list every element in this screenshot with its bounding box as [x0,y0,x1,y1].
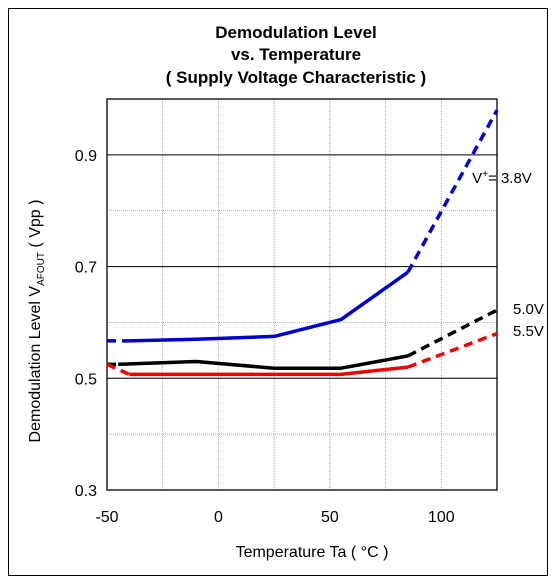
chart-title-line-1: Demodulation Level [215,23,377,42]
chart-frame [8,8,548,576]
y-tick-label: 0.7 [75,260,97,277]
plot-area [106,98,498,491]
series-0-line [129,270,409,343]
tick-labels: -50 0 50 100 0.3 0.5 0.7 0.9 [75,148,455,526]
x-tick-label: 0 [214,509,223,526]
chart-title-line-2: vs. Temperature [231,45,361,64]
series-1-dashed-right [407,308,498,358]
y-tick-label: 0.9 [75,148,97,165]
y-tick-label: 0.3 [75,483,97,500]
y-axis-label: Demodulation Level VAFOUT ( Vpp ) [27,200,47,443]
y-axis-label-subscript: AFOUT [36,252,47,286]
x-tick-label: 100 [428,509,455,526]
grid-lines [107,99,497,490]
series-0-dashed-right [406,109,499,274]
series-label-2: 5.5V [513,323,544,340]
series-1-line [118,354,409,370]
series-layer [106,109,499,377]
y-axis-label-main: Demodulation Level V [27,286,44,443]
series-2-dashed-right [407,331,498,369]
series-labels: V+= 3.8V 5.0V 5.5V [472,169,544,340]
series-label-1: 5.0V [513,301,544,318]
series-2-line [129,365,409,377]
y-tick-label: 0.5 [75,371,97,388]
series-2-dashed-left [106,362,131,376]
series-label-0: V+= 3.8V [472,169,532,187]
x-tick-label: -50 [95,509,118,526]
x-tick-label: 50 [321,509,339,526]
x-axis-label: Temperature Ta ( °C ) [236,544,389,561]
chart-title-line-3: ( Supply Voltage Characteristic ) [166,68,426,87]
y-axis-label-unit: ( Vpp ) [27,200,44,252]
